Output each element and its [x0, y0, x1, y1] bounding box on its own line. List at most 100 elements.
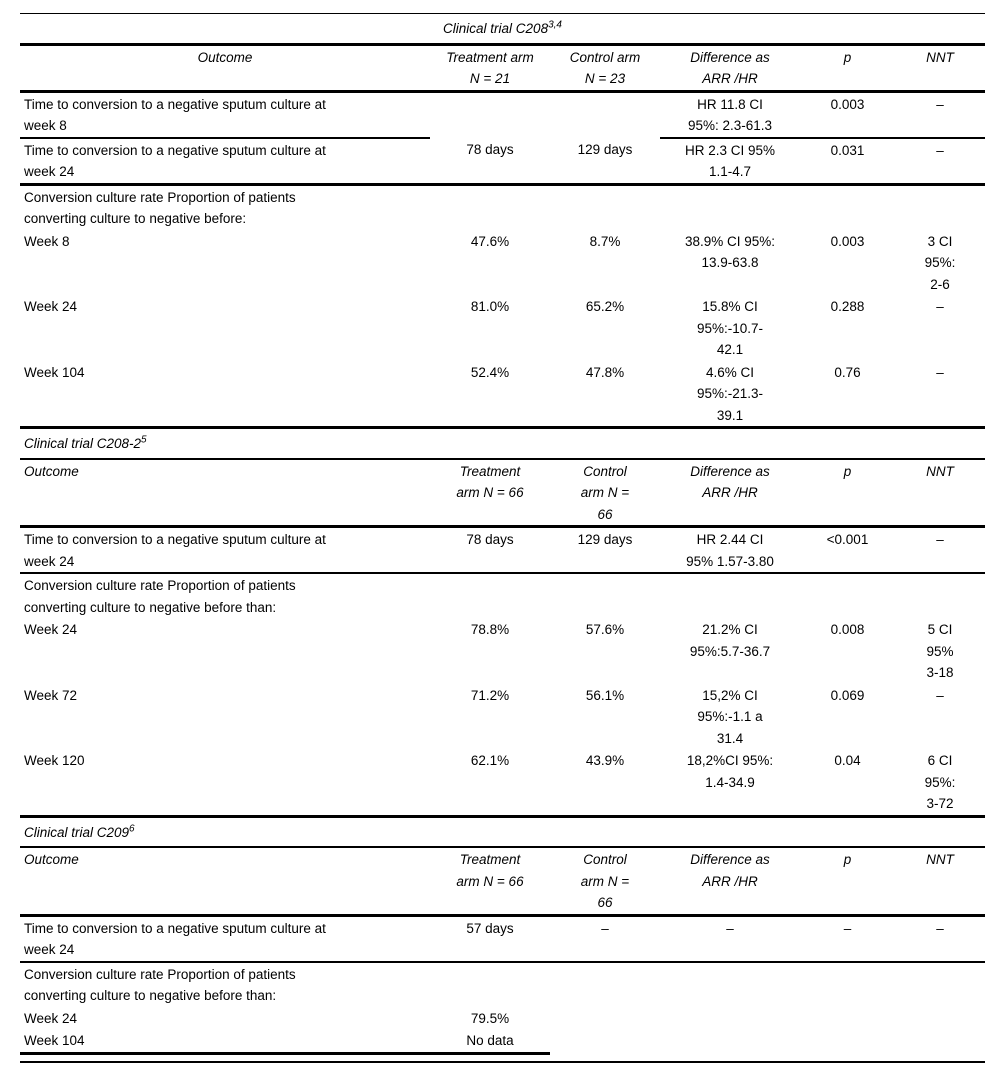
nnt-cell: 6 CI 95%: 3-72 — [895, 749, 986, 818]
section-title-text: Clinical trial C208 — [443, 21, 549, 36]
p-value-cell: 0.288 — [830, 299, 865, 314]
column-header-outcome: Outcome — [20, 847, 430, 917]
outcome-cell: Week 24 — [24, 622, 78, 637]
table-row: Time to conversion to a negative sputum … — [20, 137, 986, 186]
table-row: Week 72 71.2% 56.1% 15,2% CI 95%:-1.1 a 31… — [20, 684, 985, 750]
outcome-cell: Week 104 — [20, 1029, 430, 1055]
difference-cell: 18,2%CI 95%: 1.4-34.9 — [660, 749, 800, 818]
treatment-cell: 78 days — [430, 137, 550, 186]
section-title-text: Clinical trial C208-2 — [24, 436, 142, 451]
nnt-cell: – — [936, 299, 944, 314]
p-value-cell: 0.069 — [830, 687, 865, 703]
column-header-difference: Difference as ARR /HR — [660, 458, 800, 528]
column-header-control: Control arm N = 23 — [550, 44, 660, 93]
nnt-cell: 5 CI 95% 3-18 — [926, 622, 954, 680]
treatment-cell: 57 days — [430, 915, 550, 963]
difference-cell: – — [660, 915, 800, 963]
control-cell: 129 days — [550, 137, 660, 186]
column-header-nnt: NNT — [895, 847, 986, 917]
treatment-cell: 62.1% — [430, 749, 550, 818]
treatment-cell: 47.6% — [470, 233, 510, 249]
control-cell: 8.7% — [589, 233, 621, 249]
outcome-cell: Time to conversion to a negative sputum … — [20, 137, 430, 186]
p-value-cell — [800, 1029, 895, 1053]
nnt-cell — [895, 1029, 985, 1053]
column-header-difference: Difference as ARR /HR — [660, 44, 800, 93]
control-cell — [550, 1029, 660, 1053]
header-row: Outcome Treatment arm N = 21 Control arm N… — [20, 44, 986, 93]
section-title: Clinical trial C2096 — [20, 816, 986, 848]
treatment-cell: 52.4% — [430, 360, 550, 429]
difference-cell — [660, 1029, 800, 1053]
p-value-cell: 0.003 — [830, 233, 865, 249]
p-value-cell: – — [800, 915, 895, 963]
table-row: Time to conversion to a negative sputum … — [20, 526, 986, 574]
section-title-text: Clinical trial C209 — [24, 824, 130, 840]
outcome-cell: Time to conversion to a negative sputum … — [20, 91, 430, 139]
p-value-cell: 0.04 — [800, 749, 895, 818]
treatment-cell: 71.2% — [470, 687, 510, 703]
section-title-row: Clinical trial C208-25 — [20, 427, 986, 460]
control-cell: 65.2% — [585, 299, 625, 314]
group-label-row: Conversion culture rate Proportion of pa… — [20, 962, 985, 1007]
nnt-cell: 3 CI 95%: 2-6 — [924, 233, 956, 292]
difference-cell: HR 11.8 CI 95%: 2.3-61.3 — [660, 91, 800, 139]
column-header-outcome: Outcome — [20, 44, 430, 93]
clinical-trials-table: Clinical trial C2083,4 Outcome Treatment… — [20, 13, 986, 1063]
nnt-cell: – — [895, 360, 986, 429]
table-row: Week 120 62.1% 43.9% 18,2%CI 95%: 1.4-34.… — [20, 749, 986, 818]
column-header-treatment: Treatment arm N = 66 — [430, 847, 550, 917]
p-value-cell — [800, 1007, 895, 1030]
outcome-cell: Week 72 — [24, 687, 78, 703]
nnt-cell — [895, 1007, 985, 1030]
treatment-cell: 81.0% — [470, 299, 510, 314]
section-title-superscript: 6 — [129, 823, 135, 834]
table-row: Week 104 No data — [20, 1029, 985, 1055]
treatment-cell — [430, 91, 550, 138]
outcome-cell: Week 104 — [20, 360, 430, 429]
difference-cell: 38.9% CI 95%: 13.9-63.8 — [684, 233, 776, 271]
control-cell — [550, 91, 660, 138]
difference-cell: 4.6% CI 95%:-21.3- 39.1 — [660, 360, 800, 429]
table-row: Week 24 79.5% — [20, 1007, 985, 1030]
outcome-cell: Week 120 — [20, 749, 430, 818]
table-row: Time to conversion to a negative sputum … — [20, 915, 986, 963]
difference-cell — [660, 1007, 800, 1030]
control-cell: 129 days — [550, 526, 660, 574]
p-value-cell: 0.003 — [800, 91, 895, 139]
p-value-cell: 0.031 — [800, 137, 895, 186]
column-header-outcome: Outcome — [20, 458, 430, 528]
difference-cell: 15,2% CI 95%:-1.1 a 31.4 — [697, 687, 763, 746]
outcome-cell: Time to conversion to a negative sputum … — [20, 526, 430, 574]
control-cell: 56.1% — [585, 687, 625, 703]
control-cell — [550, 1007, 660, 1030]
column-header-control: Control arm N = 66 — [550, 847, 660, 917]
group-label: Conversion culture rate Proportion of pa… — [24, 189, 296, 227]
column-header-p: p — [800, 44, 895, 93]
treatment-cell: No data — [430, 1029, 550, 1055]
header-row: Outcome Treatment arm N = 66 Control arm N… — [20, 458, 986, 528]
outcome-cell: Week 8 — [24, 233, 70, 249]
outcome-cell: Week 24 — [24, 1010, 78, 1026]
treatment-cell: 79.5% — [470, 1010, 510, 1026]
control-cell: – — [550, 915, 660, 963]
table-row: Week 24 81.0% 65.2% 15.8% CI 95%:-10.7- 42… — [20, 295, 985, 361]
table-row: Week 8 47.6% 8.7% 38.9% CI 95%: 13.9-63.8… — [20, 230, 985, 296]
nnt-cell: – — [895, 137, 986, 186]
column-header-p: p — [800, 458, 895, 528]
table-row: Week 104 52.4% 47.8% 4.6% CI 95%:-21.3- 39… — [20, 360, 986, 429]
nnt-cell: – — [895, 91, 986, 139]
difference-cell: HR 2.44 CI 95% 1.57-3.80 — [660, 526, 800, 574]
column-header-control: Control arm N = 66 — [550, 458, 660, 528]
section-title: Clinical trial C2083,4 — [20, 13, 986, 46]
group-label: Conversion culture rate Proportion of pa… — [24, 578, 296, 615]
outcome-cell: Week 24 — [24, 299, 78, 314]
bottom-spacer-row — [20, 1053, 985, 1062]
p-value-cell: <0.001 — [800, 526, 895, 574]
difference-cell: HR 2.3 CI 95% 1.1-4.7 — [660, 137, 800, 186]
section-title-superscript: 5 — [141, 434, 147, 446]
table-row: Time to conversion to a negative sputum … — [20, 91, 986, 139]
table-row: Week 24 78.8% 57.6% 21.2% CI 95%:5.7-36.7… — [20, 618, 985, 684]
section-title-row: Clinical trial C2096 — [20, 816, 986, 848]
difference-cell: 21.2% CI 95%:5.7-36.7 — [689, 622, 771, 659]
